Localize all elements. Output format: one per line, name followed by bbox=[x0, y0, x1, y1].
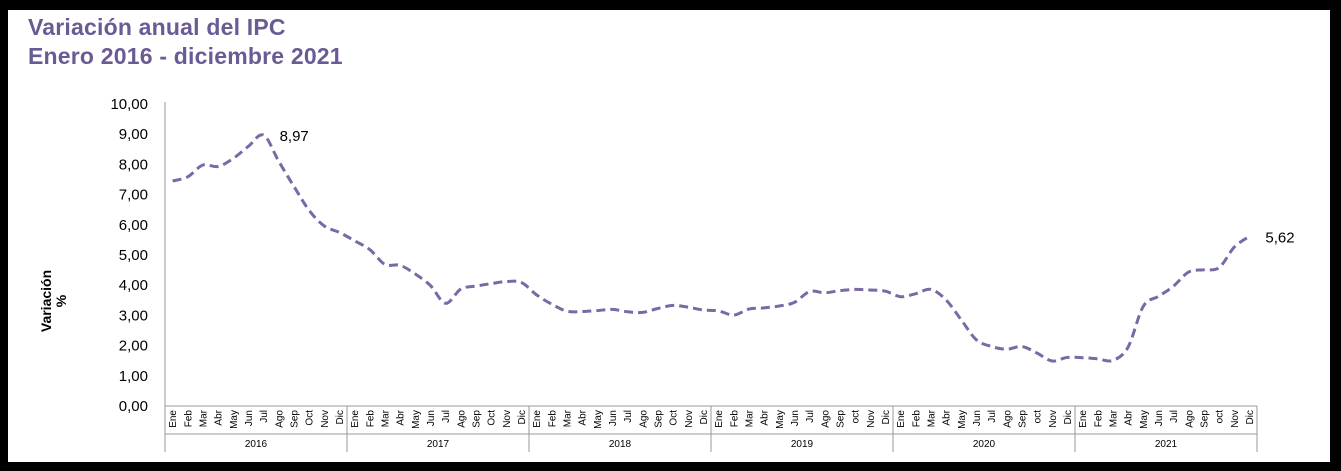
x-tick-label: Jun bbox=[608, 410, 619, 426]
x-tick-label: Abr bbox=[760, 409, 771, 425]
y-axis-label: Variación bbox=[38, 270, 54, 332]
x-tick-label: Abr bbox=[396, 409, 407, 425]
x-tick-label: May bbox=[229, 410, 240, 429]
y-axis-label-unit: % bbox=[53, 294, 69, 307]
year-label: 2018 bbox=[609, 439, 632, 450]
x-tick-label: Mar bbox=[380, 409, 391, 427]
year-label: 2021 bbox=[1155, 439, 1178, 450]
x-tick-label: Jul bbox=[987, 410, 998, 423]
x-tick-label: May bbox=[957, 410, 968, 429]
x-tick-label: Mar bbox=[744, 409, 755, 427]
x-tick-label: Nov bbox=[866, 410, 877, 428]
y-tick-label: 2,00 bbox=[119, 338, 148, 355]
x-tick-label: Ene bbox=[1078, 410, 1089, 428]
y-tick-label: 0,00 bbox=[119, 398, 148, 415]
x-tick-label: oct bbox=[1033, 410, 1044, 424]
year-label: 2017 bbox=[427, 439, 450, 450]
series-line bbox=[172, 133, 1251, 363]
data-label: 8,97 bbox=[280, 128, 309, 145]
year-label: 2016 bbox=[245, 439, 268, 450]
chart-title: Variación anual del IPC bbox=[28, 14, 286, 40]
x-tick-label: Jul bbox=[805, 410, 816, 423]
x-tick-label: Ene bbox=[350, 410, 361, 428]
x-tick-label: Mar bbox=[198, 409, 209, 427]
x-tick-label: Sep bbox=[1199, 410, 1210, 428]
x-tick-label: Sep bbox=[471, 410, 482, 428]
x-tick-label: Nov bbox=[502, 410, 513, 428]
x-tick-label: Feb bbox=[1093, 410, 1104, 428]
x-tick-label: Dic bbox=[517, 410, 528, 424]
x-tick-label: Abr bbox=[214, 409, 225, 425]
x-tick-label: Dic bbox=[335, 410, 346, 424]
x-tick-label: Feb bbox=[547, 410, 558, 428]
x-tick-label: Ene bbox=[532, 410, 543, 428]
x-tick-label: Mar bbox=[562, 409, 573, 427]
x-tick-label: Feb bbox=[365, 410, 376, 428]
x-tick-label: Abr bbox=[942, 409, 953, 425]
x-tick-label: Feb bbox=[911, 410, 922, 428]
x-tick-label: Jul bbox=[441, 410, 452, 423]
chart-frame: Variación anual del IPC Enero 2016 - dic… bbox=[8, 10, 1330, 462]
x-tick-label: Nov bbox=[320, 410, 331, 428]
x-tick-label: Jun bbox=[1154, 410, 1165, 426]
x-tick-label: Ene bbox=[714, 410, 725, 428]
x-tick-label: Dic bbox=[1245, 410, 1256, 424]
x-tick-label: May bbox=[593, 410, 604, 429]
y-tick-label: 5,00 bbox=[119, 247, 148, 264]
year-label: 2020 bbox=[973, 439, 996, 450]
x-tick-label: Abr bbox=[578, 409, 589, 425]
x-tick-label: Jul bbox=[623, 410, 634, 423]
x-tick-label: Feb bbox=[729, 410, 740, 428]
x-tick-label: Ago bbox=[1184, 410, 1195, 428]
data-label: 5,62 bbox=[1265, 229, 1294, 246]
year-label: 2019 bbox=[791, 439, 814, 450]
x-tick-label: Nov bbox=[1048, 410, 1059, 428]
x-tick-label: Ago bbox=[456, 410, 467, 428]
x-tick-label: Nov bbox=[684, 410, 695, 428]
chart-subtitle: Enero 2016 - diciembre 2021 bbox=[28, 43, 343, 69]
x-tick-label: Ene bbox=[896, 410, 907, 428]
x-tick-label: Ene bbox=[168, 410, 179, 428]
x-tick-label: Abr bbox=[1124, 409, 1135, 425]
x-tick-label: Dic bbox=[699, 410, 710, 424]
x-tick-label: Jun bbox=[426, 410, 437, 426]
x-tick-label: oct bbox=[851, 410, 862, 424]
x-tick-label: Ago bbox=[1002, 410, 1013, 428]
y-tick-label: 8,00 bbox=[119, 156, 148, 173]
x-tick-label: Ago bbox=[820, 410, 831, 428]
x-tick-label: Sep bbox=[653, 410, 664, 428]
y-tick-label: 4,00 bbox=[119, 277, 148, 294]
x-tick-label: Dic bbox=[1063, 410, 1074, 424]
x-tick-label: Jun bbox=[972, 410, 983, 426]
x-tick-label: Ago bbox=[274, 410, 285, 428]
y-tick-label: 3,00 bbox=[119, 307, 148, 324]
x-tick-label: Oct bbox=[669, 410, 680, 426]
x-tick-label: May bbox=[1139, 410, 1150, 429]
x-tick-label: Dic bbox=[881, 410, 892, 424]
y-tick-label: 1,00 bbox=[119, 368, 148, 385]
x-tick-label: oct bbox=[1215, 410, 1226, 424]
line-chart: 0,00 1,00 2,00 3,00 4,00 5,00 6,00 7,00 8,00 9,00… bbox=[38, 96, 1295, 452]
x-tick-label: Nov bbox=[1230, 410, 1241, 428]
x-tick-label: Sep bbox=[835, 410, 846, 428]
x-tick-label: Jul bbox=[1169, 410, 1180, 423]
x-tick-label: May bbox=[411, 410, 422, 429]
x-tick-label: Oct bbox=[305, 410, 316, 426]
y-tick-label: 6,00 bbox=[119, 217, 148, 234]
x-tick-label: Mar bbox=[926, 409, 937, 427]
y-tick-label: 7,00 bbox=[119, 187, 148, 204]
x-tick-label: Jun bbox=[790, 410, 801, 426]
x-tick-label: Jun bbox=[244, 410, 255, 426]
x-tick-label: Ago bbox=[638, 410, 649, 428]
x-tick-label: Jul bbox=[259, 410, 270, 423]
y-tick-label: 10,00 bbox=[110, 96, 148, 113]
x-tick-label: Sep bbox=[1017, 410, 1028, 428]
x-tick-label: May bbox=[775, 410, 786, 429]
x-tick-label: Feb bbox=[183, 410, 194, 428]
y-tick-label: 9,00 bbox=[119, 126, 148, 143]
x-tick-label: Mar bbox=[1108, 409, 1119, 427]
x-tick-label: Sep bbox=[289, 410, 300, 428]
x-tick-label: Oct bbox=[487, 410, 498, 426]
